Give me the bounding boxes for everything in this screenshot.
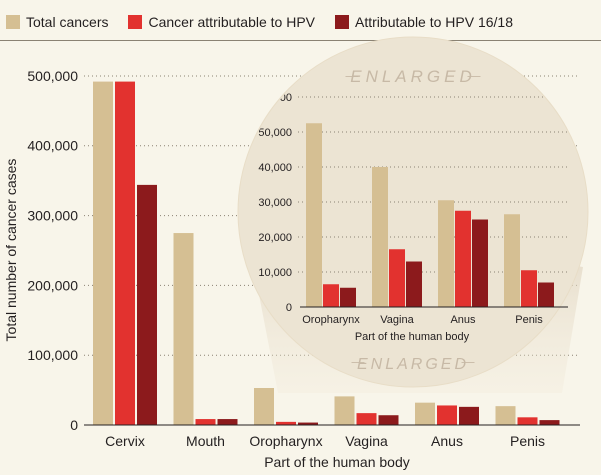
main-bar [437, 405, 457, 425]
inset-y-tick-label: 50,000 [258, 127, 292, 139]
legend-item-hpv1618: Attributable to HPV 16/18 [335, 14, 513, 30]
main-y-tick-label: 300,000 [27, 208, 78, 224]
main-bar [217, 419, 238, 425]
main-y-tick-label: 100,000 [27, 347, 78, 363]
legend-swatch-hpv1618 [335, 15, 350, 29]
main-x-tick-label: Mouth [186, 433, 225, 449]
inset-bar [504, 214, 520, 307]
inset-bar [438, 200, 454, 307]
inset-bar [521, 270, 537, 307]
inset-y-tick-label: 40,000 [258, 162, 292, 174]
legend-label-total: Total cancers [26, 14, 109, 30]
main-x-tick-label: Oropharynx [249, 433, 322, 449]
legend-item-hpv: Cancer attributable to HPV [128, 14, 315, 30]
main-bar [195, 419, 216, 425]
main-y-tick-label: 200,000 [27, 277, 78, 293]
inset-bar [340, 287, 356, 307]
main-x-axis-title: Part of the human body [264, 454, 410, 470]
legend-label-hpv1618: Attributable to HPV 16/18 [355, 14, 514, 30]
main-x-tick-label: Vagina [345, 433, 388, 449]
main-bar [173, 233, 194, 425]
main-bar [378, 415, 399, 425]
inset-y-tick-label: 30,000 [258, 197, 292, 209]
main-bar [137, 184, 157, 425]
main-y-tick-label: 500,000 [27, 68, 78, 84]
inset-title-line-left: — [346, 68, 359, 83]
main-y-axis-title: Total number of cancer cases [3, 159, 19, 342]
legend-swatch-hpv [128, 15, 143, 29]
main-x-tick-label: Cervix [105, 433, 145, 449]
main-bar [495, 406, 516, 425]
main-bar [298, 422, 318, 425]
bottom-badge-line-left: — [352, 354, 365, 369]
inset-bar [406, 261, 422, 307]
inset-x-tick-label: Oropharynx [302, 314, 360, 326]
legend-divider [0, 40, 601, 41]
legend-label-hpv: Cancer attributable to HPV [148, 14, 316, 30]
main-y-tick-label: 400,000 [27, 138, 78, 154]
main-bar [254, 388, 274, 425]
inset-bar [389, 249, 405, 307]
main-bar [276, 421, 296, 425]
inset-y-tick-label: 10,000 [258, 267, 292, 279]
main-x-tick-label: Penis [510, 433, 545, 449]
main-bar [415, 402, 435, 425]
inset-bar [306, 123, 322, 307]
legend: Total cancers Cancer attributable to HPV… [0, 0, 601, 44]
inset-x-tick-label: Vagina [380, 314, 414, 326]
main-bar [115, 81, 135, 426]
inset-bar [372, 167, 388, 307]
legend-item-total-cancers: Total cancers [6, 14, 108, 30]
inset-title: ENLARGED [350, 67, 476, 86]
inset-title-line-right: — [468, 68, 481, 83]
main-bar [93, 81, 113, 426]
inset-x-tick-label: Anus [450, 314, 476, 326]
inset-x-axis-title: Part of the human body [355, 331, 470, 343]
main-x-tick-label: Anus [431, 433, 463, 449]
main-bar [539, 420, 560, 425]
inset-x-tick-label: Penis [515, 314, 543, 326]
inset-bar [323, 284, 339, 307]
bottom-badge-line-right: — [462, 354, 475, 369]
main-bar [459, 406, 479, 425]
inset-bar [455, 210, 471, 307]
inset-bar [472, 219, 488, 307]
inset-y-tick-label: 20,000 [258, 232, 292, 244]
legend-swatch-total [6, 15, 20, 29]
inset-bar [538, 282, 554, 307]
bottom-badge: ENLARGED [357, 356, 469, 373]
main-bar [356, 413, 377, 425]
main-y-tick-label: 0 [70, 417, 78, 433]
inset-y-tick-label: 0 [286, 302, 292, 314]
main-bar [517, 417, 538, 425]
inset-y-tick-label: 60,000 [258, 92, 292, 104]
main-bar [334, 396, 355, 425]
